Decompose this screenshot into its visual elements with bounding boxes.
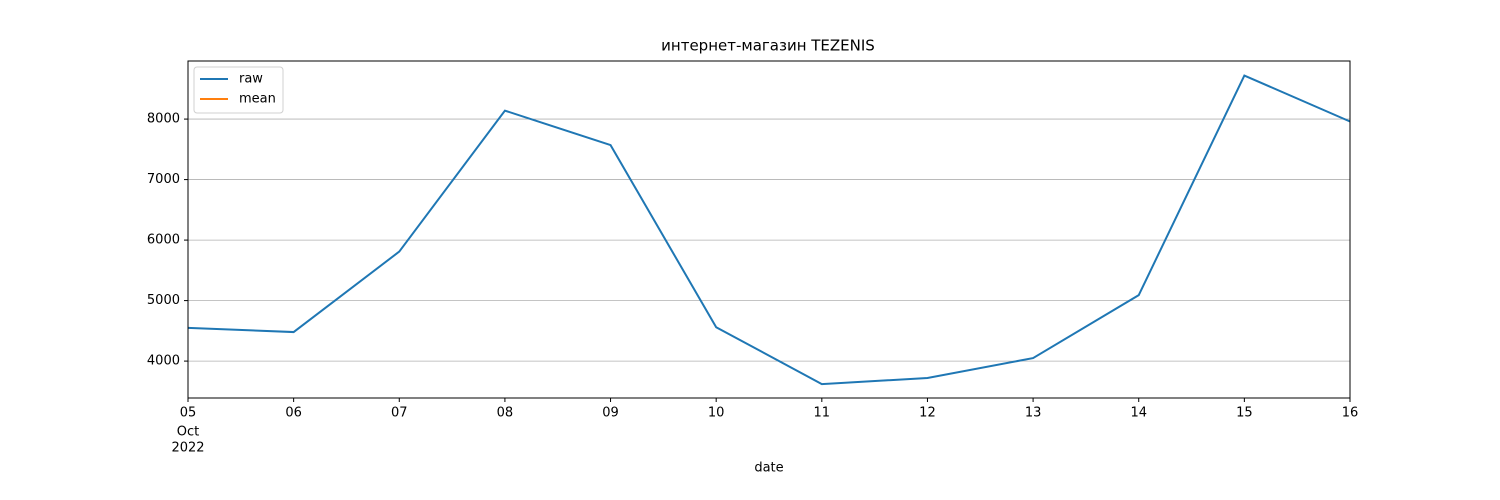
x-tick-label: 07 xyxy=(391,406,408,421)
plot-frame xyxy=(187,60,1351,399)
x-tick-label: 14 xyxy=(1130,406,1147,421)
y-tick-label: 6000 xyxy=(147,233,180,248)
x-sublabel: 2022 xyxy=(171,441,204,456)
x-tick-label: 13 xyxy=(1025,406,1042,421)
x-tick-label: 09 xyxy=(602,406,619,421)
series-line xyxy=(187,74,1351,386)
x-sublabel: Oct xyxy=(177,425,199,440)
x-tick-label: 12 xyxy=(919,406,936,421)
y-tick-label: 8000 xyxy=(147,112,180,127)
x-tick-label: 08 xyxy=(497,406,514,421)
y-tick-label: 7000 xyxy=(147,172,180,187)
x-tick-label: 15 xyxy=(1236,406,1253,421)
chart-title: интернет-магазин TEZENIS xyxy=(661,37,875,55)
x-tick-label: 11 xyxy=(814,406,831,421)
x-tick-label: 05 xyxy=(180,406,197,421)
x-tick-label: 10 xyxy=(708,406,725,421)
x-axis-label: date xyxy=(754,461,783,476)
legend-label: raw xyxy=(239,72,263,87)
legend-label: mean xyxy=(239,92,276,107)
x-tick-label: 16 xyxy=(1342,406,1359,421)
x-tick-label: 06 xyxy=(285,406,302,421)
y-tick-label: 4000 xyxy=(147,354,180,369)
y-tick-label: 5000 xyxy=(147,293,180,308)
